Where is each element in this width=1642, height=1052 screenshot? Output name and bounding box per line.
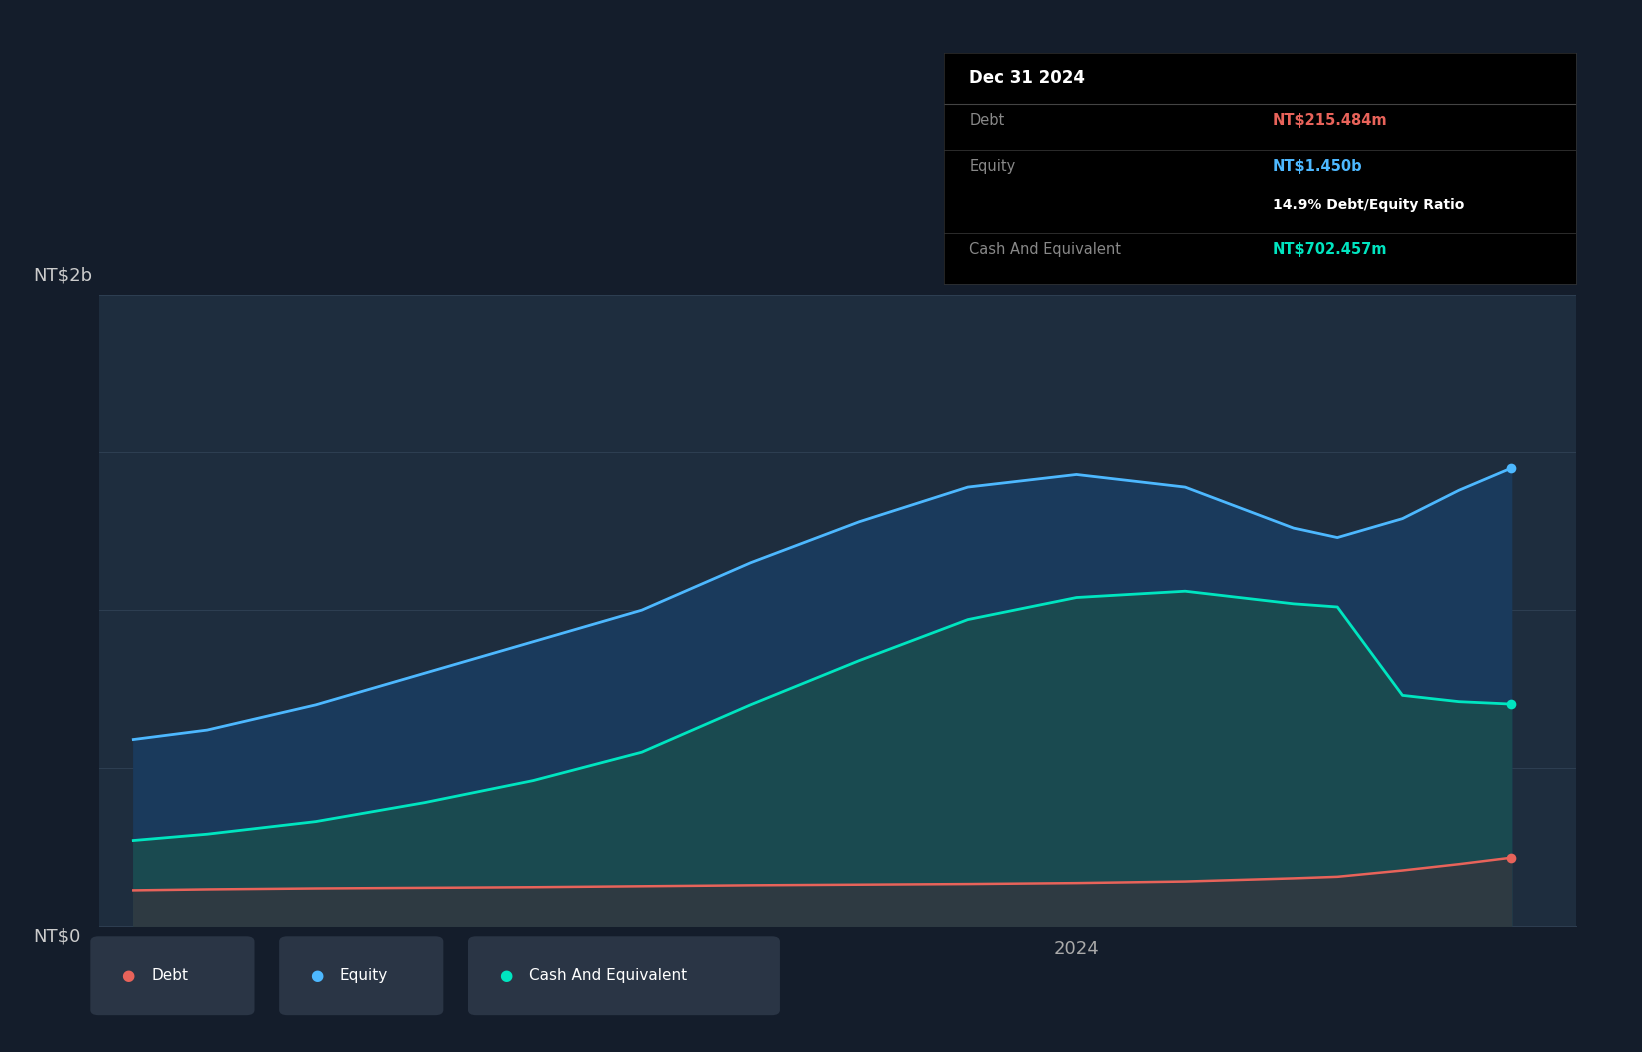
Text: Cash And Equivalent: Cash And Equivalent [529, 968, 686, 984]
Text: Debt: Debt [151, 968, 189, 984]
Text: Equity: Equity [340, 968, 388, 984]
Text: Debt: Debt [969, 113, 1005, 127]
Text: Equity: Equity [969, 159, 1016, 174]
Text: NT$0: NT$0 [33, 928, 80, 946]
Text: NT$1.450b: NT$1.450b [1273, 159, 1363, 174]
Text: Cash And Equivalent: Cash And Equivalent [969, 242, 1121, 258]
Text: NT$702.457m: NT$702.457m [1273, 242, 1387, 258]
Text: ●: ● [122, 968, 135, 984]
Text: Dec 31 2024: Dec 31 2024 [969, 68, 1085, 87]
Text: NT$2b: NT$2b [33, 266, 92, 284]
Text: 14.9% Debt/Equity Ratio: 14.9% Debt/Equity Ratio [1273, 199, 1465, 213]
Text: NT$215.484m: NT$215.484m [1273, 113, 1387, 127]
Text: ●: ● [499, 968, 512, 984]
Text: ●: ● [310, 968, 323, 984]
